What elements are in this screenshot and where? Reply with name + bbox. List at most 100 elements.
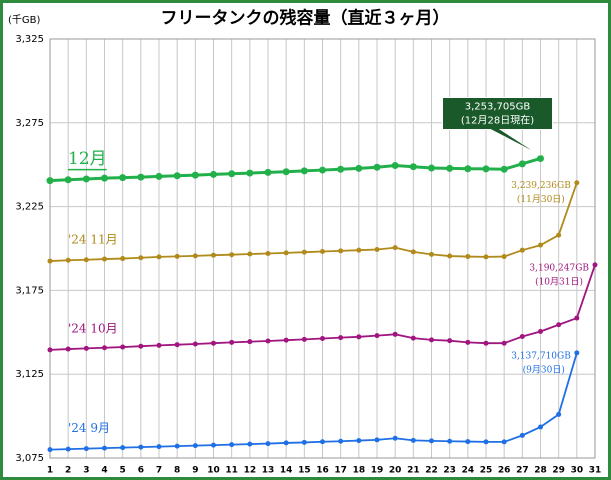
data-point	[537, 154, 544, 162]
data-point	[410, 249, 416, 255]
data-point	[447, 338, 453, 344]
series-line	[49, 182, 578, 262]
x-tick-label: 14	[280, 466, 293, 476]
annotation: (11月30日)	[517, 194, 565, 205]
data-point	[192, 443, 198, 449]
y-unit: (千GB)	[8, 14, 41, 26]
data-point	[556, 232, 562, 238]
data-point	[119, 174, 127, 182]
x-tick-label: 22	[425, 466, 438, 476]
data-point	[501, 254, 507, 260]
data-point	[47, 258, 53, 264]
data-point	[102, 256, 107, 262]
x-tick-label: 11	[225, 466, 238, 476]
data-point	[356, 438, 362, 444]
data-point	[374, 333, 380, 339]
data-point	[265, 251, 271, 257]
data-point	[120, 445, 126, 451]
x-tick-label: 30	[571, 466, 584, 476]
data-point	[574, 315, 580, 321]
x-tick-label: 3	[83, 466, 89, 476]
data-point	[229, 442, 235, 448]
data-point	[83, 345, 89, 351]
data-point	[447, 438, 453, 444]
y-tick-label: 3,325	[15, 34, 44, 45]
data-point	[519, 432, 525, 438]
annotation: 3,239,236GB	[511, 181, 571, 191]
x-tick-label: 29	[552, 466, 565, 476]
data-point	[373, 163, 381, 171]
data-point	[174, 253, 180, 259]
y-tick-label: 3,125	[15, 369, 44, 380]
callout-text: (12月28日現在)	[461, 114, 534, 126]
x-tick-label: 5	[120, 466, 126, 476]
data-point	[518, 160, 526, 168]
data-point	[155, 172, 163, 180]
x-tick-label: 26	[498, 466, 511, 476]
data-point	[447, 253, 453, 259]
x-tick-label: 20	[389, 466, 402, 476]
data-point	[82, 175, 90, 183]
data-point	[338, 335, 344, 341]
series-label: '24 11月	[68, 233, 118, 247]
data-point	[46, 177, 54, 185]
data-point	[556, 322, 562, 328]
data-point	[374, 437, 380, 443]
plot-border	[49, 38, 596, 459]
series-line	[49, 352, 578, 451]
x-tick-label: 10	[207, 466, 220, 476]
data-point	[83, 257, 89, 263]
data-point	[138, 444, 144, 450]
series-label: 12月	[68, 149, 107, 169]
y-tick-label: 3,225	[15, 202, 44, 213]
data-point	[265, 441, 271, 447]
data-point	[464, 165, 472, 173]
data-point	[483, 254, 489, 260]
series-label: '24 10月	[68, 321, 118, 335]
data-point	[138, 255, 144, 261]
data-point	[338, 438, 344, 444]
callout-box	[442, 96, 553, 156]
data-point	[483, 340, 489, 346]
x-tick-label: 31	[589, 466, 602, 476]
data-point	[283, 250, 289, 256]
data-point	[301, 249, 307, 255]
data-point	[355, 164, 363, 172]
data-point	[465, 254, 471, 260]
data-point	[246, 169, 254, 177]
data-point	[356, 247, 362, 253]
data-point	[501, 439, 507, 445]
data-point	[556, 411, 562, 417]
data-point	[538, 424, 543, 430]
data-point	[65, 346, 71, 352]
data-point	[500, 165, 508, 173]
data-point	[409, 163, 417, 171]
annotation: 3,137,710GB	[511, 351, 571, 361]
x-tick-label: 6	[138, 466, 144, 476]
data-point	[337, 165, 345, 173]
data-point	[102, 345, 107, 351]
data-point	[247, 251, 253, 257]
callout-text: 3,253,705GB	[465, 101, 531, 112]
data-point	[173, 172, 181, 180]
data-point	[538, 328, 543, 334]
data-point	[428, 164, 435, 172]
data-point	[211, 442, 216, 448]
data-point	[156, 342, 162, 348]
data-point	[301, 439, 307, 445]
data-point	[320, 439, 325, 445]
annotation: (9月30日)	[523, 364, 565, 375]
data-point	[47, 347, 53, 353]
annotation: (10月31日)	[535, 276, 583, 287]
data-point	[338, 248, 344, 254]
data-point	[538, 242, 543, 248]
data-point	[374, 247, 380, 253]
data-point	[65, 446, 71, 452]
data-point	[47, 447, 53, 453]
data-point	[283, 440, 289, 446]
data-point	[229, 339, 235, 345]
data-point	[192, 253, 198, 259]
data-point	[482, 165, 490, 173]
